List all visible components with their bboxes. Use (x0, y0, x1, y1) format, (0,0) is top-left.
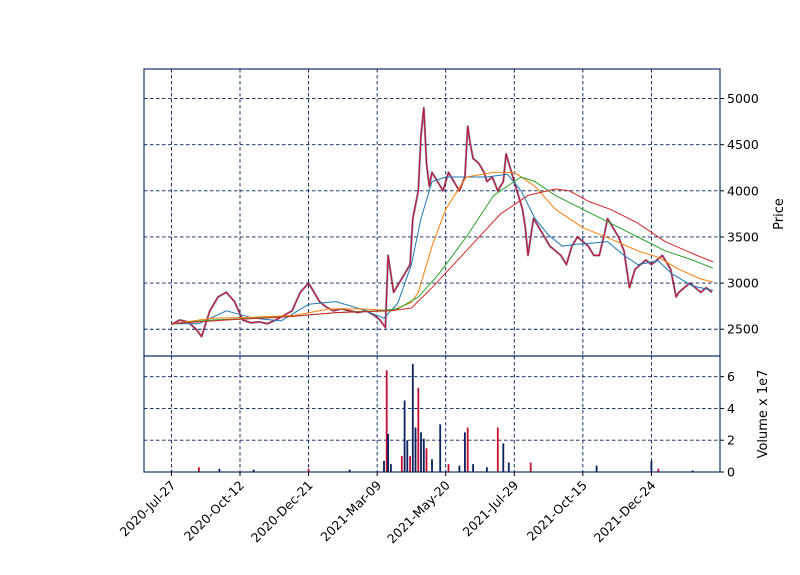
volume-bar-24 (464, 432, 466, 472)
x-tick-label-3: 2021-Mar-09 (317, 477, 384, 544)
volume-bar-29 (502, 443, 505, 472)
x-tick-label-1: 2020-Oct-12 (181, 478, 247, 544)
volume-bar-10 (400, 456, 403, 472)
price-tick-label-4000: 4000 (727, 183, 759, 198)
volume-bar-31 (529, 462, 532, 472)
price-panel-frame (143, 68, 721, 357)
ma-line-3 (171, 176, 714, 325)
volume-tick-label-4: 4 (727, 401, 735, 416)
volume-bar-28 (496, 427, 499, 472)
volume-panel-frame (143, 355, 721, 473)
price-panel: 2500 3000 3500 4000 4500 5000 (143, 68, 759, 357)
price-tick-label-5000: 5000 (727, 91, 759, 106)
price-tick-label-3000: 3000 (727, 276, 759, 291)
volume-bar-27 (486, 467, 488, 472)
volume-bar-32 (595, 465, 598, 472)
volume-bar-20 (431, 459, 433, 472)
volume-bar-7 (385, 370, 388, 472)
x-tick-label-2: 2020-Dec-21 (248, 478, 316, 546)
x-tick-label-7: 2021-Dec-24 (591, 477, 659, 545)
x-tick-label-0: 2020-Jul-27 (117, 478, 179, 540)
volume-bar-25 (466, 427, 469, 472)
volume-bar-33 (650, 460, 653, 472)
price-axis-label: Price (772, 198, 787, 230)
ma-line-4 (171, 188, 714, 325)
volume-bar-2 (218, 468, 221, 472)
volume-tick-label-0: 0 (727, 465, 735, 480)
volume-tick-label-2: 2 (727, 433, 735, 448)
x-tick-label-5: 2021-Jul-29 (460, 477, 522, 539)
x-tick-label-4: 2021-May-20 (384, 477, 453, 546)
volume-bar-6 (383, 460, 385, 472)
volume-bar-3 (252, 469, 255, 472)
volume-bar-34 (657, 468, 660, 472)
volume-bar-15 (414, 427, 417, 472)
x-axis: 2020-Jul-27 2020-Oct-12 2020-Dec-21 2021-Ma… (117, 472, 659, 546)
volume-bar-9 (390, 464, 392, 472)
volume-axis-label: Volume x 1e7 (756, 370, 771, 459)
x-tick-label-6: 2021-Oct-15 (524, 478, 590, 544)
volume-bar-26 (472, 464, 474, 472)
price-line (171, 107, 713, 338)
volume-bar-16 (417, 387, 420, 472)
volume-bar-23 (458, 465, 461, 472)
volume-bar-11 (403, 400, 406, 472)
volume-bar-17 (420, 432, 422, 472)
volume-bar-8 (387, 433, 389, 472)
volume-bar-22 (447, 464, 450, 472)
price-shadow-line (170, 106, 713, 338)
volume-bar-35 (691, 470, 694, 472)
volume-panel: 0 2 4 6 (143, 355, 735, 480)
volume-bar-5 (348, 469, 351, 472)
volume-bar-1 (198, 467, 200, 472)
volume-bar-21 (439, 424, 442, 472)
ma-line-1 (171, 173, 714, 325)
ma-line-2 (171, 171, 714, 325)
volume-bar-30 (507, 462, 510, 472)
price-tick-label-2500: 2500 (727, 322, 759, 337)
volume-bar-19 (425, 448, 428, 472)
price-tick-label-4500: 4500 (727, 137, 759, 152)
volume-bar-12 (406, 440, 409, 472)
volume-bar-14 (411, 363, 414, 472)
volume-bar-0 (170, 470, 173, 472)
price-tick-label-3500: 3500 (727, 229, 759, 244)
volume-bar-13 (409, 456, 411, 472)
volume-bar-18 (422, 438, 425, 472)
volume-tick-label-6: 6 (727, 369, 735, 384)
volume-bar-4 (307, 468, 310, 472)
